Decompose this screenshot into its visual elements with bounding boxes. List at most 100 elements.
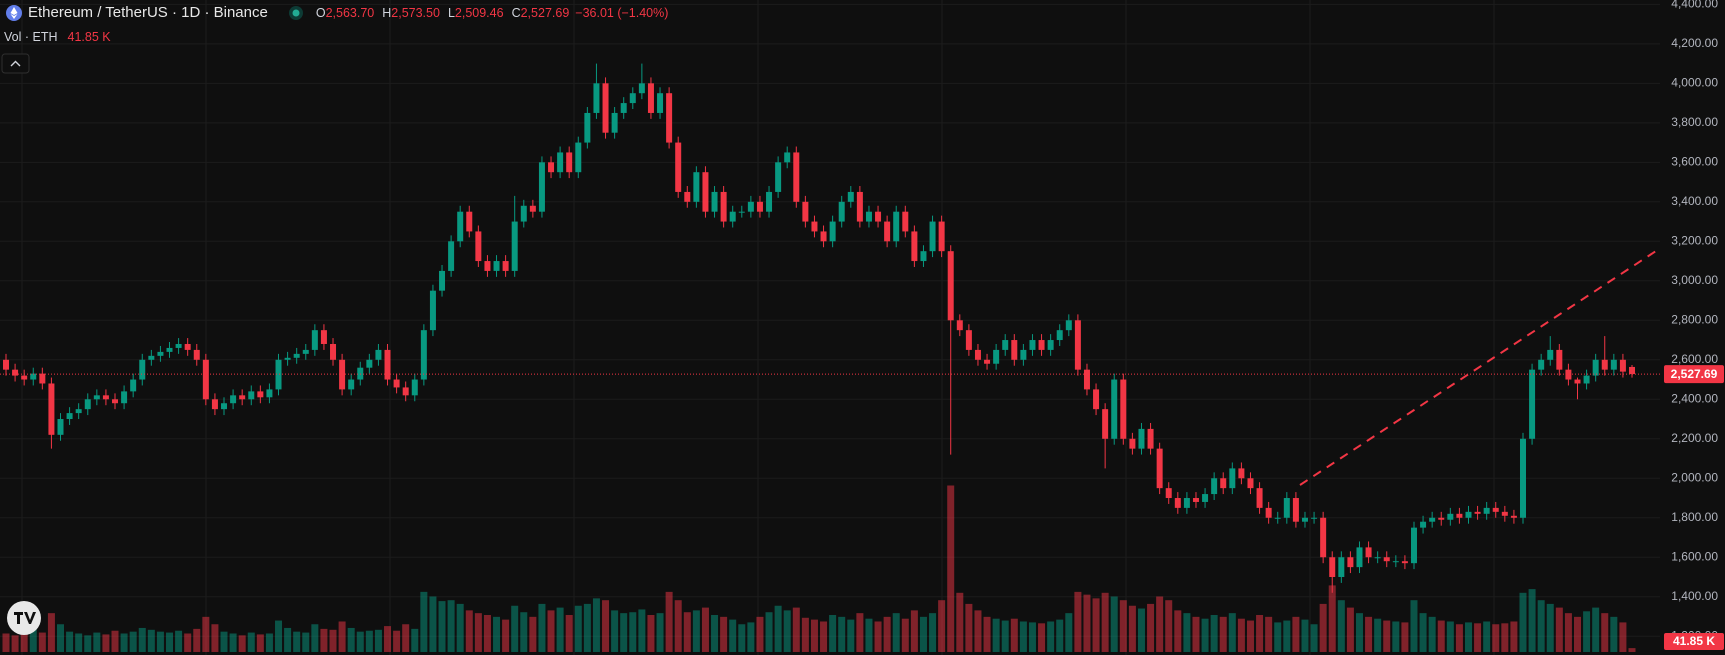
candle-body	[1401, 561, 1408, 564]
candle-body	[1256, 488, 1263, 508]
volume-bar	[874, 621, 882, 652]
y-tick-label: 3,200.00	[1671, 233, 1718, 247]
volume-bar	[1383, 620, 1391, 652]
volume-bar	[1265, 616, 1273, 652]
volume-bar	[829, 615, 837, 652]
volume-bar	[947, 485, 955, 652]
candle-body	[829, 221, 836, 242]
volume-bar	[256, 634, 264, 652]
candle-body	[802, 201, 809, 222]
candle-body	[1574, 379, 1581, 384]
volume-bar	[647, 615, 655, 652]
volume-bar	[729, 619, 737, 652]
volume-bar	[602, 600, 610, 652]
candle-body	[1383, 557, 1390, 562]
candle-body	[439, 270, 446, 291]
candle-body	[21, 375, 28, 380]
volume-bar	[238, 635, 246, 652]
candle-body	[1211, 478, 1218, 495]
volume-bar	[738, 624, 746, 652]
volume-bar	[1337, 600, 1345, 652]
candle-body	[1465, 511, 1472, 518]
candle-body	[657, 93, 664, 113]
candle-body	[239, 395, 246, 400]
candle-body	[12, 369, 19, 376]
candle-body	[984, 359, 991, 364]
collapse-button[interactable]	[1, 53, 30, 74]
volume-bar	[1128, 605, 1136, 652]
candle-body	[947, 251, 954, 321]
candle-body	[130, 379, 137, 392]
candle-body	[139, 359, 146, 380]
candle-body	[538, 162, 545, 212]
candle-body	[1083, 369, 1090, 390]
volume-bar	[910, 610, 918, 652]
volume-bar	[1537, 600, 1545, 652]
volume-bar	[1410, 600, 1418, 652]
volume-bar	[1592, 607, 1600, 652]
volume-bar	[1056, 619, 1064, 652]
volume-bar	[583, 603, 591, 652]
volume-badge	[1664, 633, 1724, 650]
volume-bar	[820, 621, 828, 652]
logo[interactable]	[7, 601, 41, 635]
candle-body	[1492, 507, 1499, 512]
y-tick-label: 2,600.00	[1671, 352, 1718, 366]
candle-body	[193, 349, 200, 360]
volume-bar	[1010, 618, 1018, 652]
volume-bar	[656, 613, 664, 652]
volume-bar	[1047, 621, 1055, 652]
trend-line[interactable]	[1299, 250, 1657, 486]
candle-body	[584, 112, 591, 143]
candle-body	[1111, 379, 1118, 439]
volume-bar	[438, 601, 446, 652]
candle-body	[1329, 557, 1336, 578]
candle-body	[1029, 340, 1036, 350]
candle-body	[629, 93, 636, 104]
volume-bar	[1546, 603, 1554, 652]
y-tick-label: 3,600.00	[1671, 154, 1718, 168]
candle-body	[148, 355, 155, 360]
y-tick-label: 2,400.00	[1671, 391, 1718, 405]
volume-bar	[111, 630, 119, 652]
volume-bar	[511, 605, 519, 652]
volume-bar	[47, 613, 55, 652]
volume-legend: Vol · ETH 41.85 K	[4, 30, 111, 44]
volume-bar	[692, 610, 700, 652]
candle-body	[811, 221, 818, 232]
y-tick-label: 4,200.00	[1671, 36, 1718, 50]
candle-body	[1629, 366, 1635, 375]
ohlc-value: 2,509.46	[454, 5, 504, 20]
volume-bar	[974, 610, 982, 652]
candle-body	[611, 112, 618, 133]
y-tick-label: 4,400.00	[1671, 0, 1718, 11]
candle-body	[1292, 498, 1299, 522]
volume-bar	[1328, 585, 1336, 652]
volume-bar	[66, 631, 74, 652]
candle-body	[448, 241, 455, 271]
volume-bar	[11, 635, 19, 652]
candle-body	[1247, 478, 1254, 489]
candle-body	[675, 142, 682, 192]
candle-body	[838, 201, 845, 222]
volume-bar	[919, 616, 927, 652]
candle-body	[102, 395, 109, 400]
candle-body	[974, 349, 981, 360]
volume-bar	[1165, 600, 1173, 652]
candle-body	[775, 162, 782, 192]
volume-bar	[1519, 592, 1527, 652]
volume-bar	[1274, 622, 1282, 652]
candle-body	[956, 320, 963, 331]
volume-bar	[1555, 607, 1563, 652]
volume-bar	[956, 592, 964, 652]
volume-bar	[611, 610, 619, 652]
candle-body	[1447, 513, 1454, 520]
candle-body	[384, 349, 391, 380]
volume-bar	[1137, 608, 1145, 652]
volume-bar	[284, 627, 292, 652]
volume-bar	[483, 615, 491, 652]
candle-body	[211, 399, 218, 410]
symbol-title[interactable]: Ethereum / TetherUS · 1D · Binance	[28, 4, 268, 21]
volume-bar	[756, 616, 764, 652]
candle-body	[1311, 517, 1318, 519]
